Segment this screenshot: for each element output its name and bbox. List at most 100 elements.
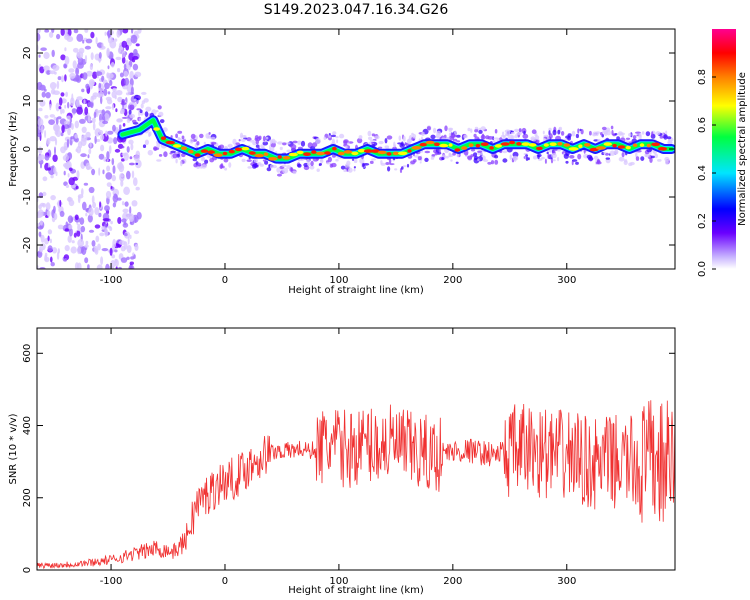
spectrogram-halo-blob bbox=[340, 165, 346, 170]
spectrogram-halo-blob bbox=[158, 154, 163, 157]
spectrogram-halo-blob bbox=[254, 135, 259, 140]
spectrogram-halo-blob bbox=[353, 168, 356, 172]
spectrogram-halo-blob bbox=[175, 158, 178, 164]
spectrogram-halo-blob bbox=[297, 163, 302, 168]
spectrogram-noise-blob bbox=[40, 234, 45, 243]
spectrogram-halo-blob bbox=[228, 162, 232, 168]
spectrogram-halo-blob bbox=[371, 133, 376, 137]
spectrogram-halo-blob bbox=[153, 146, 158, 152]
spectrogram-halo-blob bbox=[645, 131, 651, 137]
spectrogram-noise-blob bbox=[76, 33, 84, 42]
spectrogram-ridge-core bbox=[343, 150, 353, 154]
spectrogram-noise-blob bbox=[106, 151, 110, 160]
spectrogram-noise-blob bbox=[67, 235, 72, 243]
spectrogram-noise-blob bbox=[37, 29, 41, 34]
spectrogram-halo-blob bbox=[353, 158, 358, 164]
spectrogram-noise-blob bbox=[111, 254, 116, 259]
spectrogram-halo-blob bbox=[133, 98, 137, 101]
spectrogram-noise-blob bbox=[71, 108, 77, 114]
spectrogram-halo-blob bbox=[641, 131, 645, 135]
spectrogram-halo-blob bbox=[621, 152, 625, 158]
spectrogram-halo-blob bbox=[618, 156, 625, 162]
spectrogram-noise-blob bbox=[50, 195, 56, 201]
spectrogram-halo-blob bbox=[446, 136, 450, 140]
spectrogram-noise-blob bbox=[107, 65, 110, 70]
spectrogram-halo-blob bbox=[286, 165, 291, 169]
spectrogram-noise-blob bbox=[37, 250, 43, 258]
spectrogram-y-axis-label: Frequency (Hz) bbox=[8, 111, 19, 187]
spectrogram-noise-blob bbox=[70, 123, 74, 130]
spectrogram-halo-blob bbox=[485, 135, 490, 140]
spectrogram-noise-blob bbox=[121, 56, 126, 64]
spectrogram-halo-blob bbox=[121, 145, 125, 149]
spectrogram-halo-blob bbox=[253, 158, 258, 163]
spectrogram-halo-blob bbox=[351, 158, 355, 161]
spectrogram-noise-blob bbox=[80, 153, 87, 158]
spectrogram-halo-blob bbox=[157, 105, 162, 110]
spectrogram-halo-blob bbox=[196, 141, 200, 146]
spectrogram-halo-blob bbox=[623, 159, 628, 163]
spectrogram-noise-blob bbox=[89, 63, 93, 71]
spectrogram-halo-blob bbox=[667, 139, 673, 146]
spectrogram-halo-blob bbox=[380, 160, 383, 165]
spectrogram-halo-blob bbox=[404, 142, 407, 146]
spectrogram-halo-blob bbox=[654, 153, 658, 159]
spectrogram-noise-blob bbox=[91, 240, 96, 247]
spectrogram-halo-blob bbox=[265, 136, 269, 140]
spectrogram-noise-blob bbox=[53, 124, 61, 132]
spectrogram-halo-blob bbox=[605, 157, 610, 160]
spectrogram-halo-blob bbox=[628, 133, 632, 137]
spectrogram-noise-blob bbox=[61, 109, 65, 114]
spectrogram-noise-blob bbox=[101, 226, 106, 230]
spectrogram-halo-blob bbox=[596, 158, 600, 165]
spectrogram-halo-blob bbox=[269, 164, 274, 169]
spectrogram-ridge-core bbox=[248, 151, 256, 155]
spectrogram-halo-blob bbox=[270, 146, 275, 152]
spectrogram-noise-blob bbox=[89, 142, 92, 148]
spectrogram-halo-blob bbox=[292, 140, 298, 144]
spectrogram-halo-blob bbox=[345, 145, 348, 150]
spectrogram-noise-blob bbox=[106, 182, 112, 188]
spectrogram-halo-blob bbox=[424, 157, 429, 162]
spectrogram-noise-blob bbox=[104, 228, 108, 237]
spectrogram-noise-blob bbox=[82, 72, 88, 80]
spectrogram-halo-blob bbox=[353, 166, 356, 169]
spectrogram-halo-blob bbox=[128, 109, 132, 115]
spectrogram-halo-blob bbox=[199, 133, 204, 139]
spectrogram-halo-blob bbox=[467, 127, 471, 132]
spectrogram-ridge-core bbox=[316, 151, 326, 156]
spectrogram-halo-blob bbox=[546, 151, 549, 155]
spectrogram-halo-blob bbox=[223, 158, 229, 163]
spectrogram-halo-blob bbox=[551, 153, 557, 159]
spectrogram-noise-blob bbox=[120, 174, 124, 178]
spectrogram-noise-blob bbox=[101, 42, 104, 49]
spectrogram-ridge-core bbox=[363, 149, 374, 153]
spectrogram-noise-blob bbox=[112, 165, 116, 174]
spectrogram-noise-blob bbox=[64, 47, 67, 52]
spectrogram-halo-blob bbox=[196, 166, 200, 169]
spectrogram-noise-blob bbox=[68, 177, 75, 186]
spectrogram-noise-blob bbox=[133, 154, 140, 162]
spectrogram-noise-blob bbox=[67, 215, 74, 224]
spectrogram-noise-blob bbox=[57, 116, 62, 120]
spectrogram-halo-blob bbox=[262, 159, 267, 162]
spectrogram-halo-blob bbox=[600, 132, 603, 136]
spectrogram-noise-blob bbox=[40, 163, 42, 169]
spectrogram-noise-blob bbox=[87, 264, 90, 269]
spectrogram-noise-blob bbox=[121, 201, 125, 206]
spectrogram-halo-blob bbox=[238, 139, 241, 142]
spectrogram-halo-blob bbox=[336, 139, 339, 144]
spectrogram-noise-blob bbox=[70, 136, 75, 140]
spectrogram-halo-blob bbox=[335, 158, 339, 162]
spectrogram-noise-blob bbox=[130, 34, 138, 44]
spectrogram-halo-blob bbox=[327, 156, 332, 163]
spectrogram-noise-blob bbox=[39, 220, 43, 226]
spectrogram-noise-blob bbox=[49, 136, 57, 142]
spectrogram-noise-blob bbox=[104, 205, 110, 212]
spectrogram-noise-blob bbox=[47, 229, 53, 235]
spectrogram-noise-blob bbox=[105, 263, 110, 269]
spectrogram-noise-blob bbox=[137, 29, 142, 34]
spectrogram-ridge-core bbox=[434, 142, 440, 147]
spectrogram-noise-blob bbox=[47, 245, 53, 252]
spectrogram-halo-blob bbox=[371, 141, 374, 144]
